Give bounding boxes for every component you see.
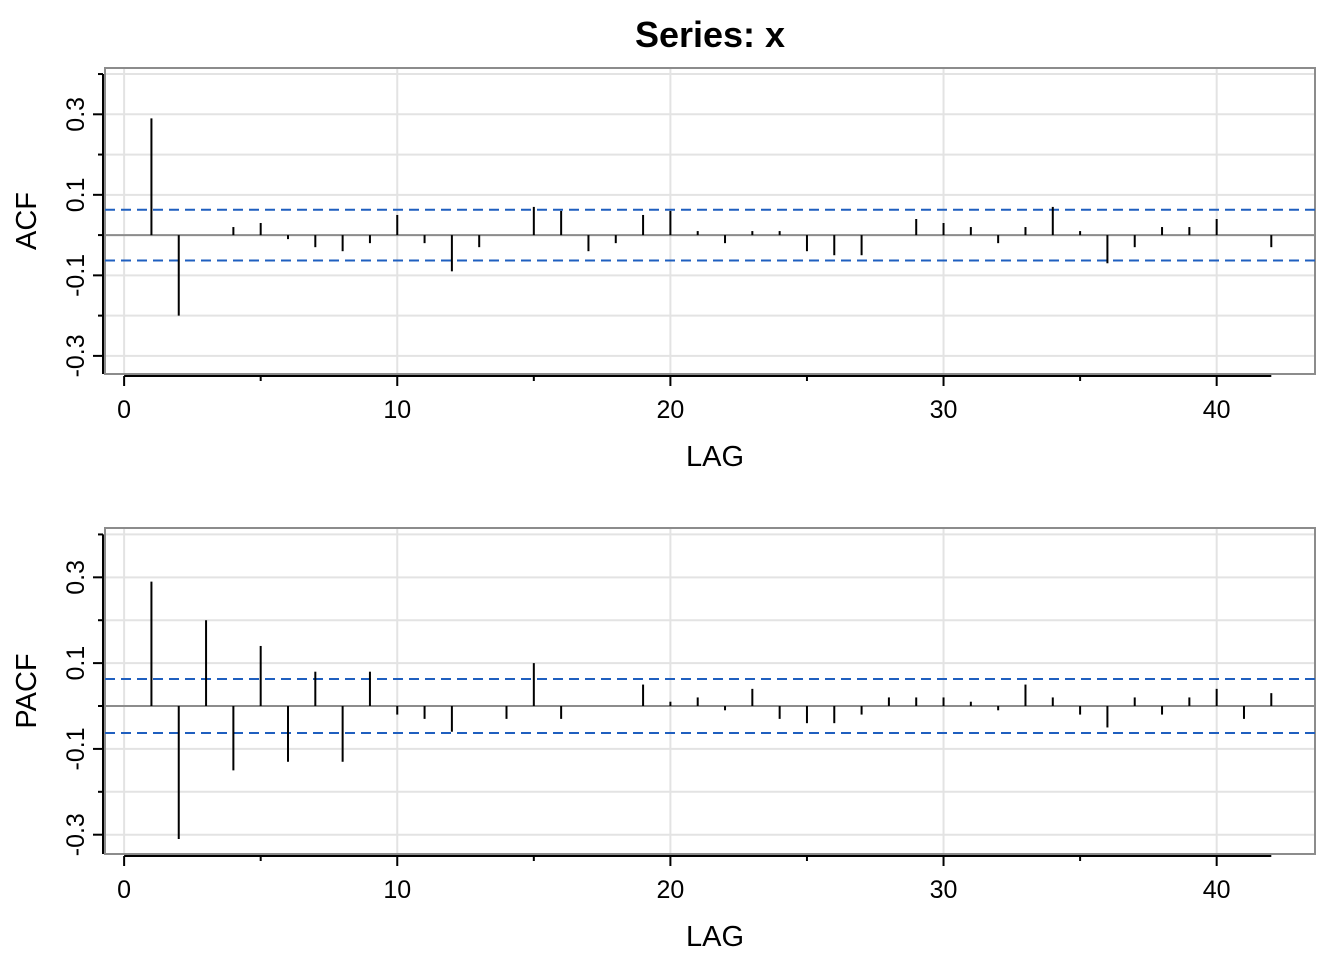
x-tick-label: 30 (930, 876, 958, 904)
y-tick-label: 0.1 (62, 646, 90, 681)
acf-panel: 0 10 20 30 40 -0.3 -0.1 0.1 0.3 LAG ACF (11, 67, 1316, 473)
y-tick-label: -0.3 (62, 334, 90, 377)
x-axis-label: LAG (686, 441, 744, 473)
x-tick-label: 0 (117, 876, 131, 904)
x-axis-label: LAG (686, 921, 744, 953)
x-tick-label: 40 (1203, 876, 1231, 904)
y-axis-label: PACF (11, 653, 43, 728)
chart-title: Series: x (635, 14, 785, 55)
x-tick-label: 10 (383, 876, 411, 904)
y-tick-label: -0.1 (62, 727, 90, 770)
x-tick-label: 0 (117, 396, 131, 424)
plot-frame (104, 527, 1316, 855)
pacf-panel: 0 10 20 30 40 -0.3 -0.1 0.1 0.3 LAG PACF (11, 527, 1316, 953)
y-tick-label: 0.1 (62, 177, 90, 212)
y-tick-label: -0.1 (62, 254, 90, 297)
x-tick-label: 10 (383, 396, 411, 424)
plot-frame (104, 67, 1316, 375)
y-axis-label: ACF (11, 192, 43, 250)
panels-group: 0 10 20 30 40 -0.3 -0.1 0.1 0.3 LAG ACF 0 10 20 30 40 -0… (11, 67, 1316, 953)
y-tick-label: -0.3 (62, 813, 90, 856)
x-tick-label: 40 (1203, 396, 1231, 424)
x-tick-label: 20 (656, 876, 684, 904)
y-tick-label: 0.3 (62, 560, 90, 595)
y-tick-label: 0.3 (62, 97, 90, 132)
x-tick-label: 30 (930, 396, 958, 424)
x-tick-label: 20 (656, 396, 684, 424)
